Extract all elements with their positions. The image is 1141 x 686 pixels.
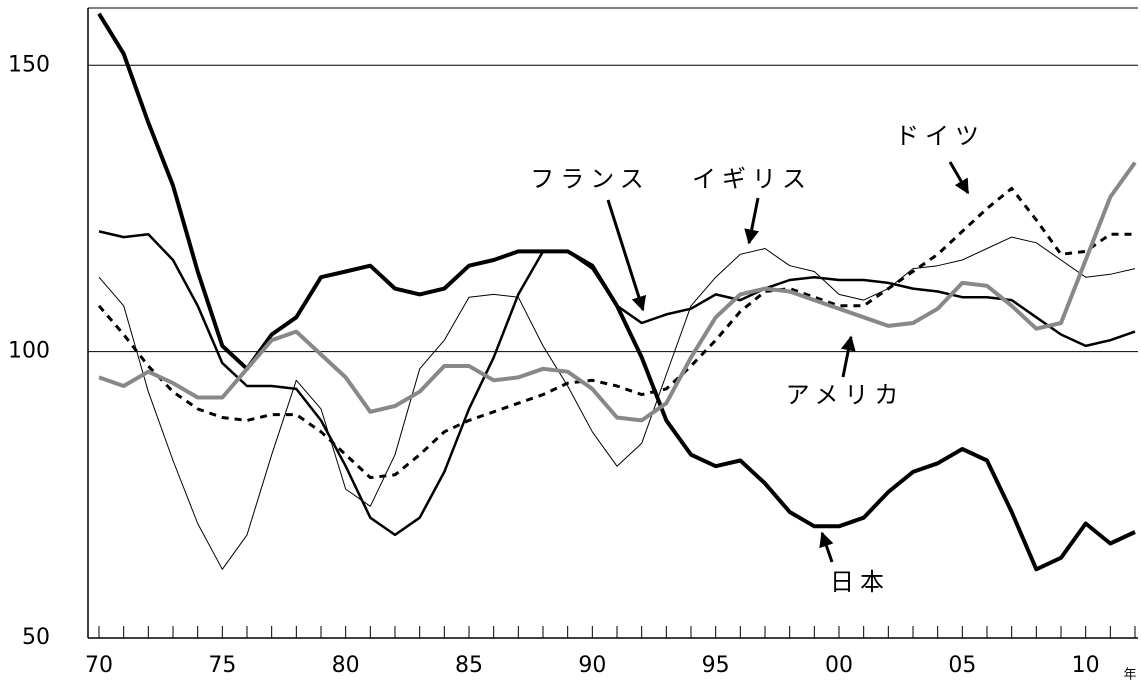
- series-label: ドイツ: [895, 122, 985, 150]
- y-tick-label: 100: [8, 339, 50, 364]
- arrow: [606, 199, 647, 312]
- x-tick-label: 95: [702, 653, 730, 678]
- series-line: [97, 12, 1136, 572]
- series-label: アメリカ: [786, 381, 905, 409]
- x-tick-label: 85: [455, 653, 483, 678]
- arrow: [840, 335, 856, 378]
- series-line: [98, 161, 1137, 423]
- x-tick-label: 90: [578, 653, 606, 678]
- x-tick-label: 10: [1072, 653, 1100, 678]
- arrow: [744, 197, 760, 245]
- series-label: 日本: [830, 568, 890, 596]
- series-label: フランス: [530, 165, 650, 193]
- x-tick-label: 00: [825, 653, 853, 678]
- y-tick-label: 50: [22, 625, 50, 650]
- series-line: [97, 186, 1135, 480]
- x-tick-label: 05: [948, 653, 976, 678]
- x-tick-label: 75: [208, 653, 236, 678]
- x-axis-label: 年: [1123, 668, 1136, 683]
- x-tick-label: 80: [332, 653, 360, 678]
- series-line: [98, 236, 1136, 570]
- y-tick-label: 150: [8, 52, 50, 77]
- arrow: [948, 161, 970, 195]
- series-label: イギリス: [692, 165, 812, 193]
- arrow: [819, 531, 834, 563]
- series-line: [98, 230, 1136, 537]
- arrows: [606, 161, 970, 563]
- x-tick-label: 70: [85, 653, 113, 678]
